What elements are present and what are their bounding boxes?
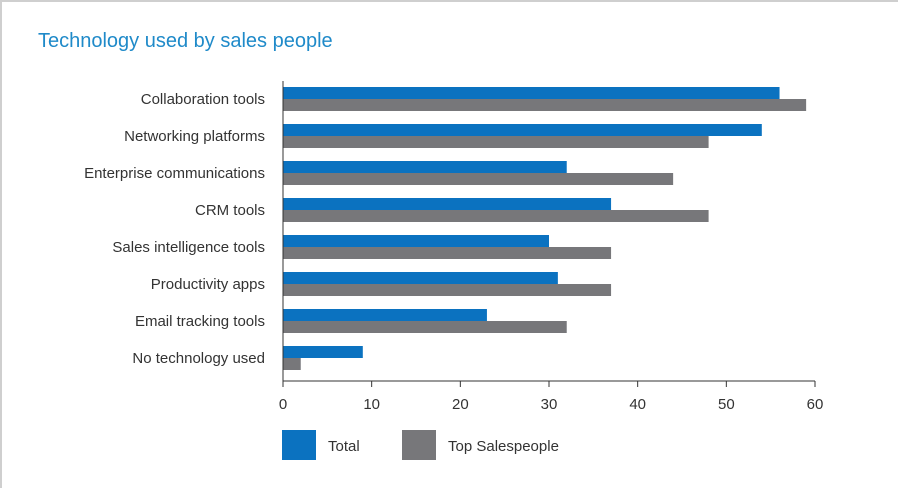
category-label: Productivity apps	[151, 276, 265, 293]
bar-top-salespeople	[283, 358, 301, 370]
bar-top-salespeople	[283, 284, 612, 296]
category-label: Email tracking tools	[135, 313, 265, 330]
bar-total	[283, 87, 780, 99]
legend-label: Total	[328, 438, 360, 455]
bar-total	[283, 309, 487, 321]
x-tick-label: 0	[279, 396, 287, 413]
bar-total	[283, 124, 762, 136]
x-tick-label: 40	[629, 396, 646, 413]
bar-top-salespeople	[283, 247, 612, 259]
bar-total	[283, 198, 612, 210]
x-tick-label: 30	[541, 396, 558, 413]
category-label: Enterprise communications	[84, 165, 265, 182]
bar-top-salespeople	[283, 136, 709, 148]
bar-total	[283, 161, 567, 173]
category-label: No technology used	[132, 350, 265, 367]
chart-title: Technology used by sales people	[38, 30, 333, 52]
legend-swatch	[282, 430, 316, 460]
x-tick-label: 20	[452, 396, 469, 413]
legend-swatch	[402, 430, 436, 460]
bar-top-salespeople	[283, 173, 674, 185]
category-label: Sales intelligence tools	[112, 239, 265, 256]
category-label: CRM tools	[195, 202, 265, 219]
bar-total	[283, 272, 558, 284]
legend-label: Top Salespeople	[448, 438, 559, 455]
category-label: Collaboration tools	[141, 91, 265, 108]
category-label: Networking platforms	[124, 128, 265, 145]
x-tick-label: 10	[363, 396, 380, 413]
bar-top-salespeople	[283, 210, 709, 222]
bar-total	[283, 235, 549, 247]
x-tick-label: 60	[807, 396, 824, 413]
bar-top-salespeople	[283, 99, 807, 111]
x-tick-label: 50	[718, 396, 735, 413]
bar-total	[283, 346, 363, 358]
bar-top-salespeople	[283, 321, 567, 333]
